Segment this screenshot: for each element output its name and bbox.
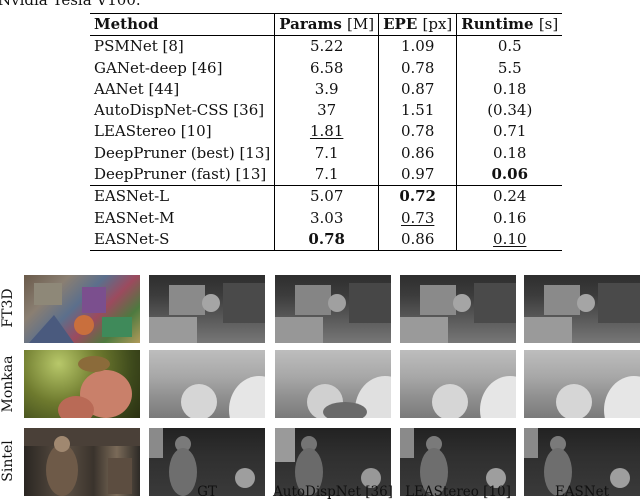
cell-params: 5.07 bbox=[274, 185, 379, 208]
table-row: DeepPruner (fast) [13] 7.1 0.97 0.06 bbox=[90, 164, 563, 186]
cell-epe-second-best: 0.73 bbox=[378, 207, 457, 229]
row-label-monkaa: Monkaa bbox=[0, 355, 16, 413]
cell-epe: 0.78 bbox=[378, 57, 457, 79]
monkaa-leastereo-disparity bbox=[400, 350, 516, 418]
table-row: GANet-deep [46] 6.58 0.78 5.5 bbox=[90, 57, 563, 79]
cell-epe: 1.09 bbox=[378, 35, 457, 58]
cell-method: LEAStereo [10] bbox=[94, 122, 212, 141]
table-row: LEAStereo [10] 1.81 0.78 0.71 bbox=[90, 121, 563, 143]
cell-method: AutoDispNet-CSS [36] bbox=[94, 101, 265, 120]
row-label-ft3d: FT3D bbox=[0, 288, 16, 328]
cell-method: EASNet-L bbox=[94, 187, 170, 206]
cell-epe: 0.87 bbox=[378, 78, 457, 101]
ft3d-gt-disparity bbox=[149, 275, 265, 343]
table-row: EASNet-L 5.07 0.72 0.24 bbox=[90, 185, 563, 208]
header-runtime-label: Runtime bbox=[461, 15, 534, 33]
cell-runtime: 0.18 bbox=[456, 78, 563, 101]
cell-params-second-best: 1.81 bbox=[274, 121, 379, 143]
header-method: Method bbox=[94, 15, 159, 33]
caption-fragment: Nvidia Tesla V100. bbox=[0, 0, 141, 9]
ft3d-rgb-image bbox=[24, 275, 140, 343]
cell-runtime-best: 0.06 bbox=[456, 164, 563, 186]
sintel-rgb-image bbox=[24, 428, 140, 496]
column-label-autodispnet: AutoDispNet [36] bbox=[273, 484, 393, 500]
table-header-row: Method Params [M] EPE [px] Runtime [s] bbox=[90, 13, 563, 36]
underlined-value: 0.73 bbox=[400, 208, 435, 227]
header-params-label: Params bbox=[279, 15, 342, 33]
table-row: EASNet-S 0.78 0.86 0.10 bbox=[90, 228, 563, 251]
cell-method: EASNet-S bbox=[94, 229, 170, 248]
cell-params: 37 bbox=[274, 100, 379, 122]
sintel-autodispnet-disparity bbox=[275, 428, 391, 496]
header-runtime-unit: [s] bbox=[538, 15, 559, 33]
ft3d-leastereo-disparity bbox=[400, 275, 516, 343]
cell-method: DeepPruner (fast) [13] bbox=[94, 165, 267, 184]
column-label-easnet: EASNet bbox=[554, 484, 610, 500]
underlined-value: 1.81 bbox=[309, 122, 344, 141]
results-table: Method Params [M] EPE [px] Runtime [s] P… bbox=[90, 13, 563, 251]
header-params-unit: [M] bbox=[347, 15, 375, 33]
cell-params-best: 0.78 bbox=[274, 228, 379, 251]
table-row: AANet [44] 3.9 0.87 0.18 bbox=[90, 78, 563, 101]
column-label-gt: GT bbox=[197, 484, 217, 500]
cell-params: 7.1 bbox=[274, 164, 379, 186]
cell-params: 6.58 bbox=[274, 57, 379, 79]
column-label-leastereo: LEAStereo [10] bbox=[405, 484, 511, 500]
table-row: AutoDispNet-CSS [36] 37 1.51 (0.34) bbox=[90, 100, 563, 122]
sintel-gt-disparity bbox=[149, 428, 265, 496]
cell-epe: 0.97 bbox=[378, 164, 457, 186]
cell-runtime: 5.5 bbox=[456, 57, 563, 79]
cell-method: AANet [44] bbox=[94, 79, 180, 98]
table-row: DeepPruner (best) [13] 7.1 0.86 0.18 bbox=[90, 142, 563, 165]
ft3d-autodispnet-disparity bbox=[275, 275, 391, 343]
cell-method: GANet-deep [46] bbox=[94, 58, 223, 77]
cell-runtime: 0.71 bbox=[456, 121, 563, 143]
cell-params: 7.1 bbox=[274, 142, 379, 165]
qualitative-figure: FT3D Monkaa Sintel bbox=[0, 270, 640, 503]
header-params: Params [M] bbox=[274, 13, 379, 36]
monkaa-easnet-disparity bbox=[524, 350, 640, 418]
cell-runtime: 0.24 bbox=[456, 185, 563, 208]
cell-method: DeepPruner (best) [13] bbox=[94, 143, 271, 162]
cell-epe: 0.78 bbox=[378, 121, 457, 143]
monkaa-rgb-image bbox=[24, 350, 140, 418]
cell-epe-best: 0.72 bbox=[378, 185, 457, 208]
sintel-easnet-disparity bbox=[524, 428, 640, 496]
cell-method: EASNet-M bbox=[94, 208, 175, 227]
underlined-value: 0.10 bbox=[493, 229, 527, 248]
cell-params: 3.03 bbox=[274, 207, 379, 229]
monkaa-gt-disparity bbox=[149, 350, 265, 418]
cell-method: PSMNet [8] bbox=[94, 37, 184, 56]
sintel-leastereo-disparity bbox=[400, 428, 516, 496]
table-row: EASNet-M 3.03 0.73 0.16 bbox=[90, 207, 563, 229]
header-epe: EPE [px] bbox=[378, 13, 457, 36]
cell-runtime-second-best: 0.10 bbox=[456, 228, 563, 251]
cell-params: 5.22 bbox=[274, 35, 379, 58]
row-label-sintel: Sintel bbox=[0, 440, 16, 482]
cell-epe: 0.86 bbox=[378, 142, 457, 165]
cell-runtime: 0.5 bbox=[456, 35, 563, 58]
cell-runtime: 0.18 bbox=[456, 142, 563, 165]
monkaa-autodispnet-disparity bbox=[275, 350, 391, 418]
cell-runtime: 0.16 bbox=[456, 207, 563, 229]
table-row: PSMNet [8] 5.22 1.09 0.5 bbox=[90, 35, 563, 58]
ft3d-easnet-disparity bbox=[524, 275, 640, 343]
cell-epe: 0.86 bbox=[378, 228, 457, 251]
header-epe-label: EPE bbox=[383, 15, 418, 33]
header-epe-unit: [px] bbox=[422, 15, 453, 33]
header-runtime: Runtime [s] bbox=[456, 13, 563, 36]
cell-runtime: (0.34) bbox=[456, 100, 563, 122]
cell-params: 3.9 bbox=[274, 78, 379, 101]
cell-epe: 1.51 bbox=[378, 100, 457, 122]
